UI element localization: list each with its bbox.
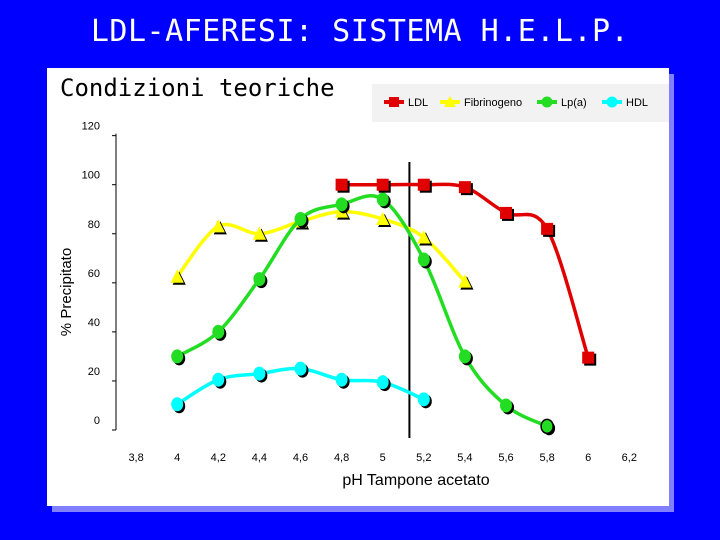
x-tick-label: 5 (380, 452, 386, 464)
x-tick-label: 4,4 (252, 452, 267, 464)
data-point (458, 349, 471, 364)
x-tick-label: 5,8 (539, 452, 554, 464)
y-tick-label: 20 (88, 366, 100, 378)
series-line (176, 194, 548, 428)
data-point (417, 252, 430, 267)
x-tick-label: 6 (585, 452, 591, 464)
data-point (376, 211, 390, 226)
data-point (335, 197, 348, 212)
series-fibrinogeno (170, 204, 474, 290)
x-tick-label: 3,8 (128, 452, 143, 464)
data-point (253, 272, 266, 287)
y-tick-label: 60 (88, 268, 100, 280)
y-axis-label: % Precipitato (58, 248, 75, 336)
legend-label: Fibrinogeno (464, 97, 522, 109)
data-point (170, 269, 184, 283)
slide-title: LDL-AFERESI: SISTEMA H.E.L.P. (90, 14, 630, 49)
data-point (540, 418, 554, 435)
x-tick-label: 5,2 (416, 452, 431, 464)
legend-marker (541, 96, 553, 108)
x-tick-label: 4,6 (293, 452, 308, 464)
data-point (212, 372, 225, 387)
x-tick-label: 4,8 (334, 452, 349, 464)
series-line (341, 182, 590, 359)
data-point (417, 392, 430, 407)
data-point (500, 206, 512, 219)
data-point (376, 178, 389, 191)
series-lpa (171, 192, 556, 436)
y-tick-label: 120 (82, 121, 100, 133)
x-tick-label: 5,6 (498, 452, 513, 464)
chart-panel (47, 68, 669, 506)
data-point (335, 372, 348, 387)
slide-subtitle: Condizioni teoriche (60, 74, 335, 102)
data-point (417, 178, 430, 191)
legend-marker (389, 97, 399, 107)
legend-label: LDL (408, 97, 428, 109)
data-point (458, 274, 472, 288)
data-point (171, 397, 184, 412)
data-point (335, 178, 348, 191)
x-tick-label: 4 (174, 452, 180, 464)
series-ldl (335, 178, 597, 366)
y-tick-label: 80 (88, 219, 100, 231)
y-tick-label: 40 (88, 317, 100, 329)
x-tick-label: 6,2 (622, 452, 637, 464)
legend: LDL Fibrinogeno Lp(a) HDL (384, 96, 648, 109)
data-point (294, 361, 307, 376)
series-hdl (171, 361, 432, 414)
data-point (582, 351, 595, 364)
data-point (376, 375, 389, 390)
data-point (171, 349, 184, 364)
series-layer (170, 178, 597, 436)
x-tick-label: 5,4 (457, 452, 472, 464)
data-point (294, 212, 307, 227)
axes: 0 20 40 60 80 100 120 3,8 4 4,2 4,4 4,6 4,8 5 5,2 5,4 5,… (82, 121, 637, 464)
legend-label: HDL (626, 97, 648, 109)
data-point (376, 192, 389, 207)
data-point (252, 226, 266, 240)
data-point (500, 398, 512, 413)
legend-marker (606, 96, 618, 108)
legend-label: Lp(a) (561, 97, 587, 109)
x-tick-label: 4,2 (211, 452, 226, 464)
y-tick-label: 0 (94, 415, 100, 427)
data-point (211, 219, 225, 233)
data-point (212, 324, 225, 339)
data-point (253, 366, 266, 381)
x-axis-label: pH Tampone acetato (342, 472, 489, 489)
legend-marker (444, 96, 456, 107)
data-point (541, 222, 554, 235)
y-tick-label: 100 (82, 170, 100, 182)
data-point (417, 230, 431, 244)
data-point (458, 181, 471, 194)
